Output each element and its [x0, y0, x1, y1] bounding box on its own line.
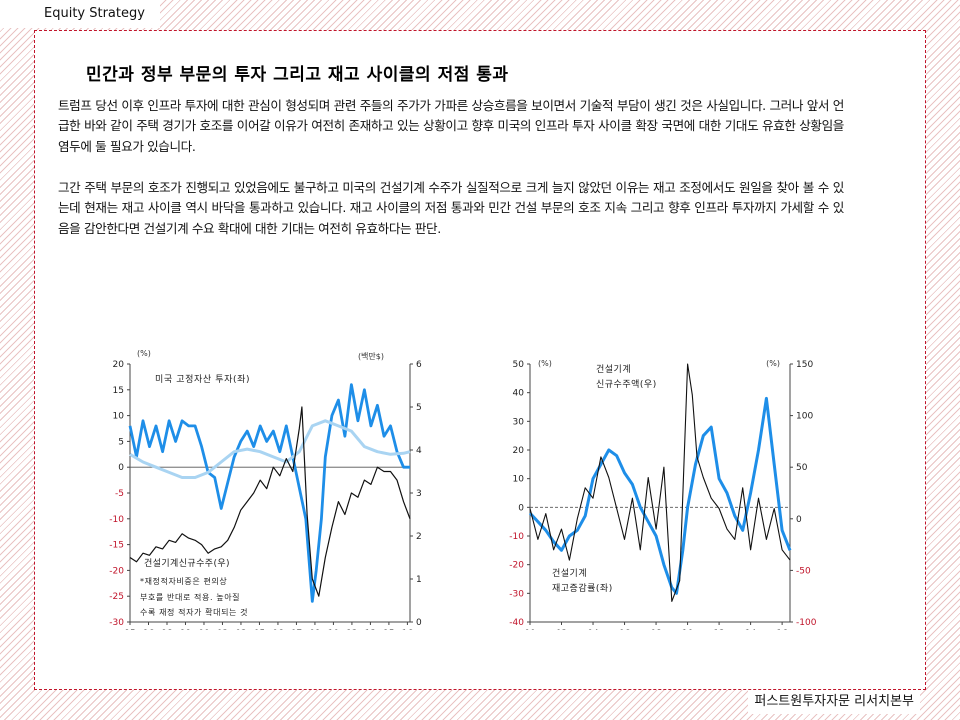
- left-tick-label: 10: [113, 412, 125, 422]
- x-tick-label: 16: [402, 629, 414, 630]
- chart-axes: 20 15 10 5 0 -5 -10 -15 -20 -25 -30 6,000 5,000 4,000…: [109, 360, 422, 630]
- left-tick-label: -20: [509, 561, 524, 571]
- left-tick-label: 20: [513, 446, 525, 456]
- chart-series: [128, 383, 411, 603]
- x-tick-label: 12: [713, 629, 724, 630]
- x-tick-label: 02: [556, 629, 567, 630]
- x-tick-label: 13: [365, 629, 376, 630]
- right-tick-label: 2,000: [416, 532, 422, 542]
- right-tick-label: 0: [796, 515, 802, 525]
- right-tick-label: -50: [796, 566, 811, 576]
- series-label-orders-1: 건설기계: [596, 363, 631, 375]
- right-tick-label: 50: [796, 463, 808, 473]
- left-tick-label: -5: [115, 489, 124, 499]
- chart-axes: 50403020100-10-20-30-40150100500-50-1000…: [509, 360, 816, 630]
- x-tick-label: 99: [180, 629, 192, 630]
- x-tick-label: 00: [524, 629, 536, 630]
- left-tick-label: 15: [113, 386, 124, 396]
- left-tick-label: 10: [513, 475, 525, 485]
- right-unit-label: (%): [766, 359, 780, 368]
- x-tick-label: 96: [143, 629, 155, 630]
- right-tick-label: 1,000: [416, 575, 422, 585]
- note-line-3: 수록 재정 적자가 확대되는 것: [140, 607, 248, 617]
- left-tick-label: 30: [513, 417, 525, 427]
- right-tick-label: 6,000: [416, 360, 422, 370]
- series-line-1: [529, 363, 791, 602]
- series-line-0: [128, 383, 410, 603]
- right-tick-label: 0: [416, 618, 422, 628]
- footer-label: 퍼스트원투자자문 리서치본부: [748, 690, 920, 714]
- x-tick-label: 02: [217, 629, 228, 630]
- chart-fixed-investment: (%) (백만$) 20 15 10 5 0 -5 -10 -15 -20 -25 -30 6,000…: [109, 349, 422, 630]
- x-tick-label: 06: [272, 629, 284, 630]
- x-tick-label: 10: [682, 629, 694, 630]
- series-label-orders-2: 신규수주액(우): [596, 378, 657, 390]
- x-tick-label: 04: [587, 629, 599, 630]
- note-line-1: *재정적자비중은 편의상: [140, 576, 227, 586]
- right-tick-label: 150: [796, 360, 813, 370]
- header-label: Equity Strategy: [0, 0, 160, 28]
- x-tick-label: 00: [198, 629, 210, 630]
- series-label-fixed-investment: 미국 고정자산 투자(좌): [155, 374, 250, 385]
- left-tick-label: 20: [113, 360, 125, 370]
- right-tick-label: 3,000: [416, 489, 422, 499]
- left-tick-label: -30: [509, 589, 524, 599]
- content-panel: [34, 30, 926, 690]
- left-unit-label: (%): [137, 349, 151, 358]
- x-tick-label: 10: [328, 629, 340, 630]
- right-tick-label: 5,000: [416, 403, 422, 413]
- x-tick-label: 03: [235, 629, 246, 630]
- paragraph-1: 트럼프 당선 이후 인프라 투자에 대한 관심이 형성되며 관련 주들의 주가가…: [58, 98, 844, 154]
- x-tick-label: 05: [254, 629, 265, 630]
- x-tick-label: 16: [776, 629, 788, 630]
- chart-series: [528, 363, 792, 602]
- series-label-inventory-1: 건설기계: [552, 567, 587, 579]
- right-tick-label: 4,000: [416, 446, 422, 456]
- x-tick-label: 06: [619, 629, 631, 630]
- right-tick-label: -100: [796, 618, 817, 628]
- series-line-2: [129, 406, 411, 597]
- x-tick-label: 98: [161, 629, 173, 630]
- x-tick-label: 14: [745, 629, 757, 630]
- left-tick-label: -20: [109, 566, 124, 576]
- right-tick-label: 100: [796, 412, 813, 422]
- left-tick-label: -30: [109, 618, 124, 628]
- left-tick-label: -10: [109, 515, 124, 525]
- series-label-inventory-2: 재고증감률(좌): [552, 582, 613, 594]
- x-tick-label: 15: [383, 629, 394, 630]
- left-tick-label: -40: [509, 618, 524, 628]
- x-tick-label: 09: [309, 629, 321, 630]
- left-tick-label: 50: [513, 360, 525, 370]
- left-tick-label: -10: [509, 532, 524, 542]
- left-tick-label: 0: [118, 463, 124, 473]
- left-tick-label: 40: [513, 389, 525, 399]
- left-tick-label: 0: [518, 503, 524, 513]
- left-unit-label: (%): [538, 359, 552, 368]
- left-tick-label: 5: [118, 437, 124, 447]
- chart-inventory-cycle: (%) (%) 50403020100-10-20-30-40150100500…: [509, 359, 816, 630]
- x-tick-label: 95: [124, 629, 135, 630]
- series-label-orders: 건설기계신규수주(우): [144, 557, 230, 569]
- right-unit-label: (백만$): [358, 351, 384, 361]
- paragraph-2: 그간 주택 부문의 호조가 진행되고 있었음에도 불구하고 미국의 건설기계 수…: [58, 180, 844, 236]
- x-tick-label: 08: [650, 629, 662, 630]
- series-line-1: [129, 419, 411, 479]
- left-tick-label: -15: [109, 541, 124, 551]
- x-tick-label: 12: [346, 629, 357, 630]
- note-line-2: 부호를 반대로 적용. 높아질: [140, 592, 240, 602]
- page-title: 민간과 정부 부문의 투자 그리고 재고 사이클의 저점 통과: [86, 65, 509, 85]
- x-tick-label: 07: [291, 629, 302, 630]
- left-tick-label: -25: [109, 592, 124, 602]
